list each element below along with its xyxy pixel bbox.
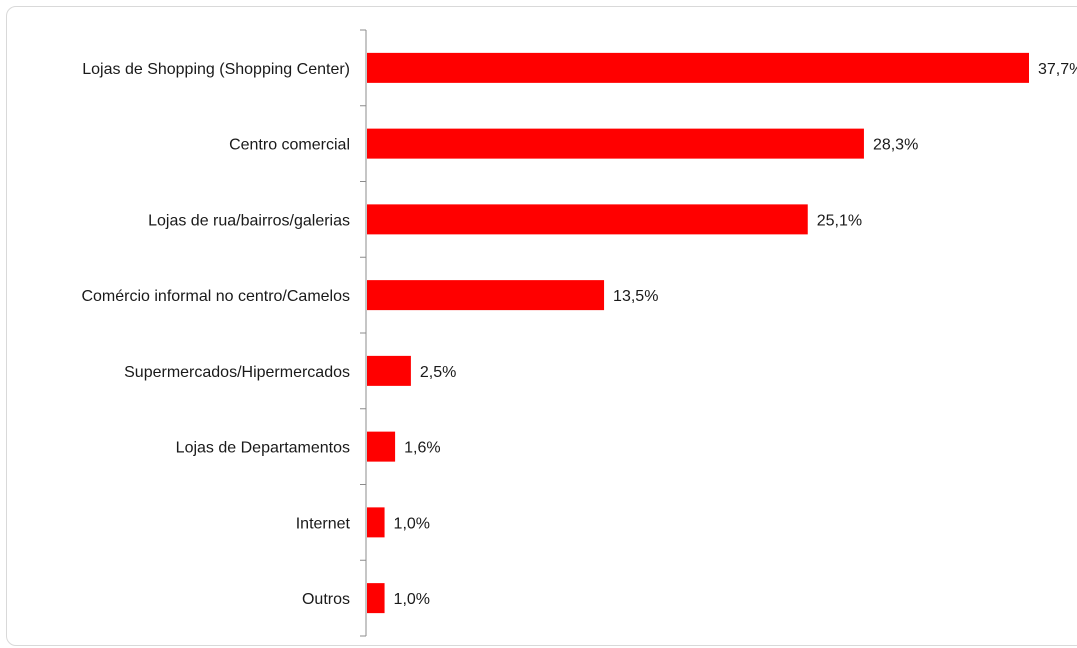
value-label: 25,1%	[817, 212, 862, 229]
bar	[367, 431, 396, 462]
category-label: Supermercados/Hipermercados	[124, 364, 350, 381]
bar	[367, 355, 411, 386]
value-label: 28,3%	[873, 137, 918, 154]
bar	[367, 507, 385, 538]
value-label: 1,0%	[394, 515, 430, 532]
category-label: Lojas de rua/bairros/galerias	[148, 212, 350, 229]
category-label: Outros	[302, 591, 350, 608]
axis-layer	[360, 29, 367, 637]
category-label: Lojas de Shopping (Shopping Center)	[82, 61, 350, 78]
value-label: 1,0%	[394, 591, 430, 608]
bar	[367, 52, 1029, 83]
value-label: 1,6%	[404, 440, 440, 457]
bar	[367, 128, 864, 159]
bars-layer	[367, 52, 1029, 614]
bar	[367, 204, 808, 235]
category-label: Comércio informal no centro/Camelos	[81, 288, 350, 305]
value-label: 2,5%	[420, 364, 456, 381]
category-label: Internet	[296, 515, 351, 532]
value-label: 37,7%	[1038, 61, 1077, 78]
bar	[367, 583, 385, 614]
category-label: Lojas de Departamentos	[176, 440, 350, 457]
labels-layer: Lojas de Shopping (Shopping Center) 37,7%…	[81, 61, 1077, 608]
category-label: Centro comercial	[229, 137, 350, 154]
value-label: 13,5%	[613, 288, 658, 305]
bar	[367, 280, 605, 311]
chart-frame	[6, 6, 1077, 646]
